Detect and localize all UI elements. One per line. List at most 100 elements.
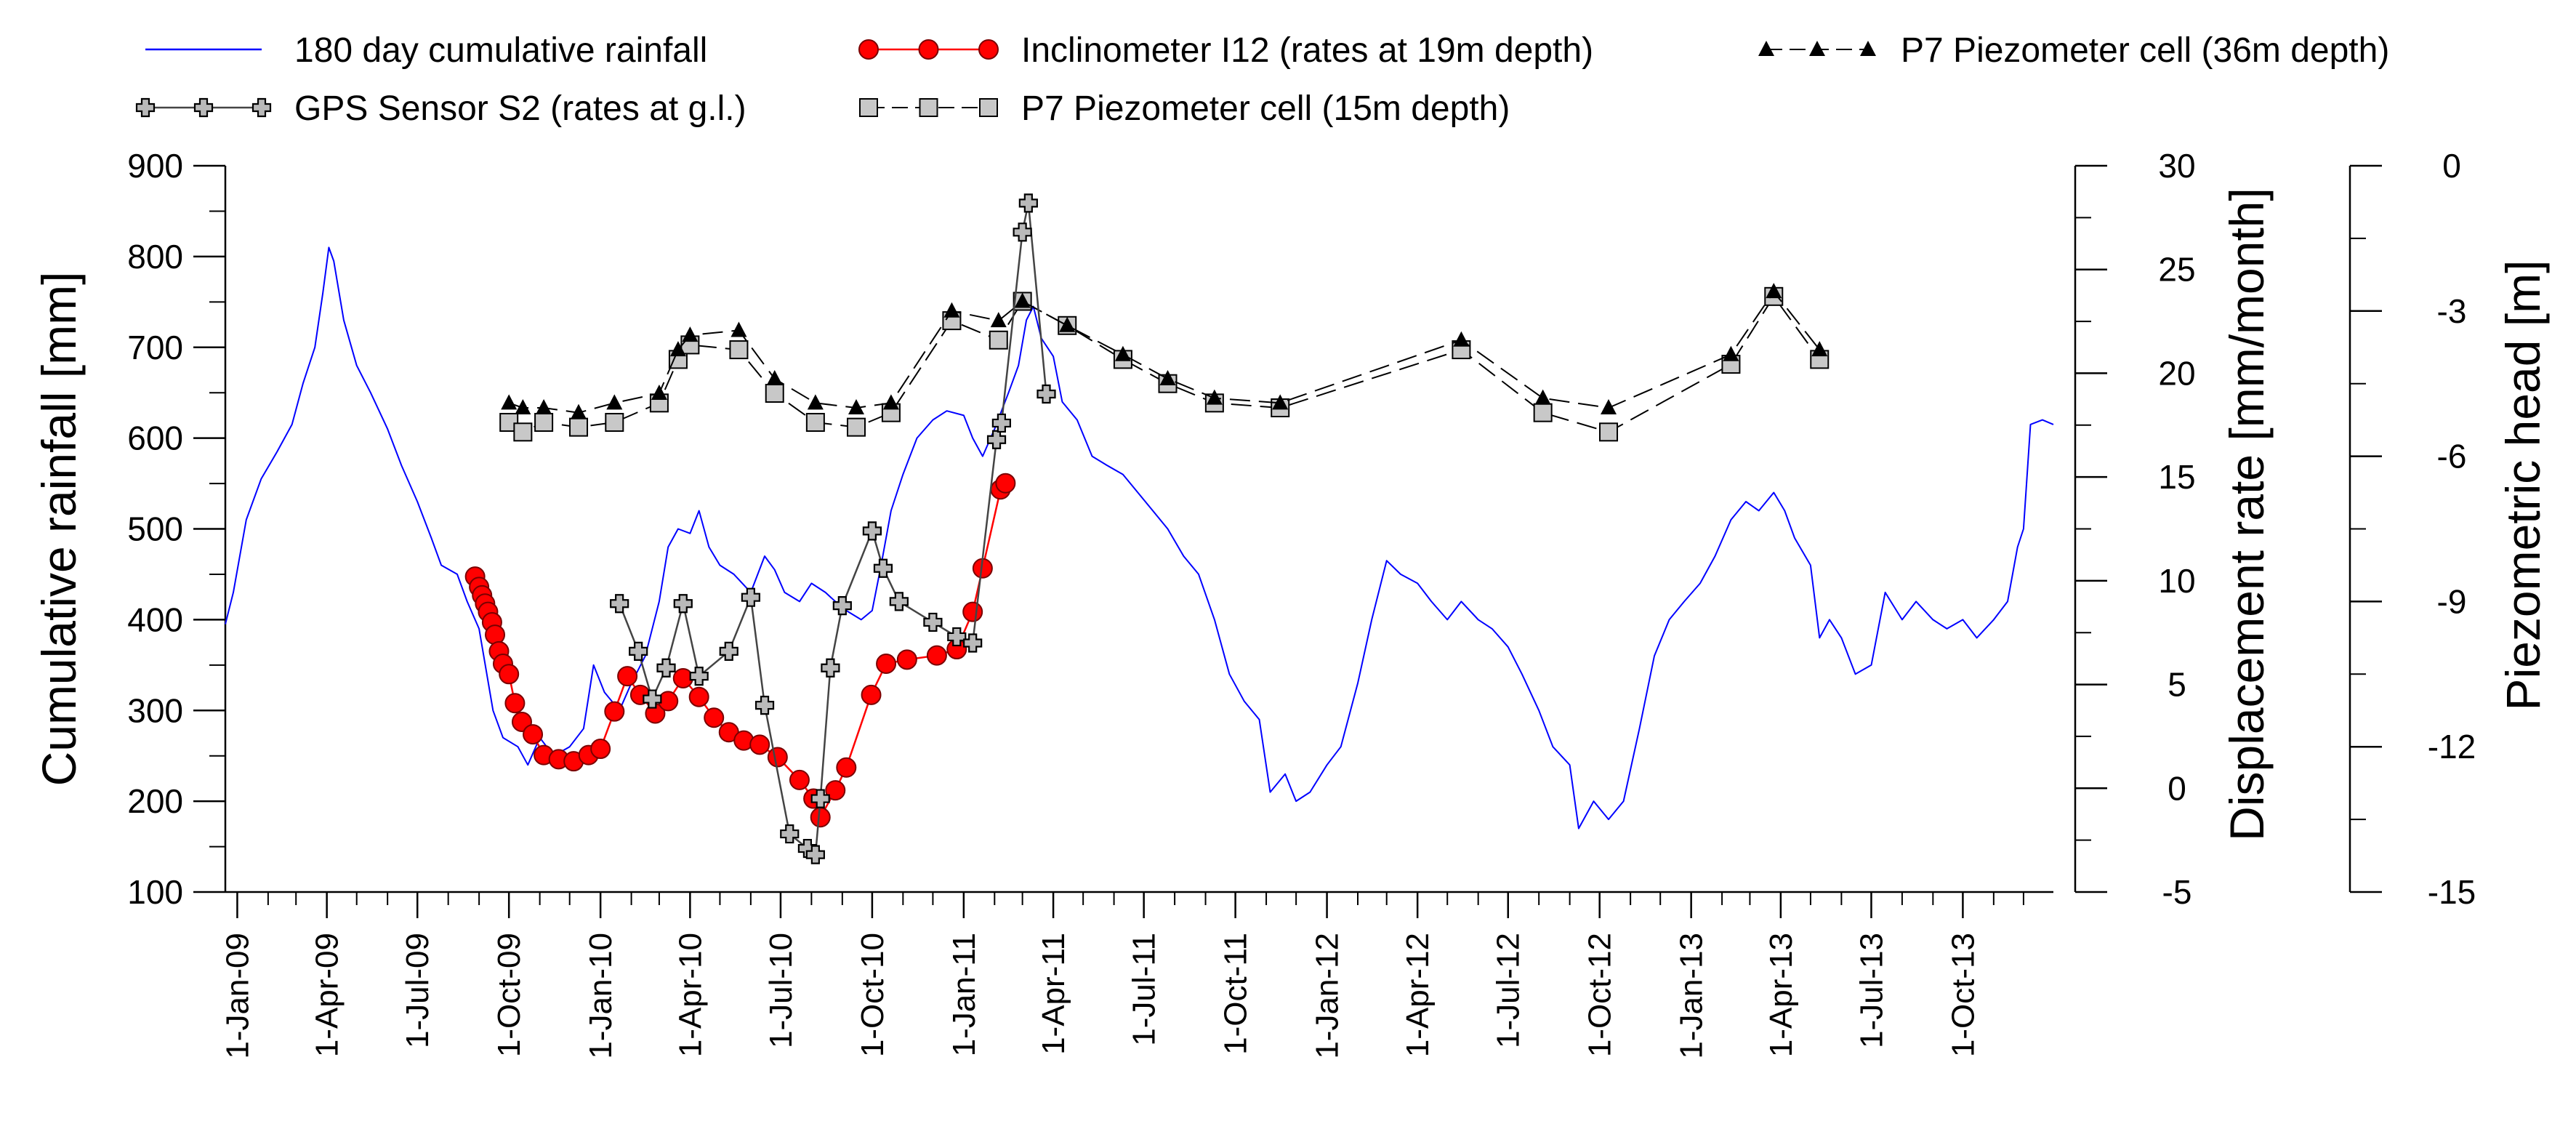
data-point-gps-shape <box>780 824 800 844</box>
data-point-incl <box>749 734 770 755</box>
data-point-p36 <box>501 394 518 410</box>
data-point-p15 <box>1533 403 1553 422</box>
series-p36 <box>501 283 1828 419</box>
y-tick-label: 5 <box>2168 666 2186 704</box>
series-line-gps <box>619 202 1047 856</box>
data-point-p36 <box>1114 345 1131 361</box>
data-point-p15 <box>846 417 866 437</box>
data-point-p15 <box>765 384 784 403</box>
y-tick-label: 200 <box>127 782 183 820</box>
x-tick-label: 1-Jan-09 <box>220 933 255 1059</box>
data-point-gps-shape <box>741 587 760 607</box>
data-point-p36 <box>669 341 686 357</box>
data-point-gps-shape <box>719 641 738 662</box>
data-point-p15 <box>1599 422 1619 442</box>
y-tick-label: -3 <box>2437 292 2467 330</box>
y-tick-label: 20 <box>2158 354 2195 392</box>
data-point-gps <box>1018 193 1038 213</box>
y-axis-left: 900 800 700 600 500 400 300 200 100 <box>127 147 227 911</box>
y-tick-label: 0 <box>2442 147 2461 185</box>
series-incl <box>464 473 1016 828</box>
data-point-gps <box>689 667 709 686</box>
legend-sample-incl <box>858 39 999 60</box>
data-point-gps-shape <box>1013 222 1032 242</box>
legend-label-p36: P7 Piezometer cell (36m depth) <box>1901 31 2389 70</box>
legend-marker-gps-shape <box>251 97 272 118</box>
x-tick-label: 1-Apr-13 <box>1763 933 1799 1057</box>
data-point-p36 <box>990 312 1007 328</box>
data-point-p15 <box>513 422 533 442</box>
data-point-incl <box>688 686 709 707</box>
legend-marker-p15 <box>919 98 938 117</box>
x-tick-label: 1-Oct-12 <box>1582 933 1618 1057</box>
data-point-gps-shape <box>862 521 882 541</box>
data-point-gps <box>754 696 775 715</box>
y-tick-label: 300 <box>127 691 183 729</box>
data-point-p36 <box>1453 331 1470 347</box>
data-point-gps <box>741 587 760 607</box>
data-point-p36 <box>1534 389 1551 405</box>
y-axis-right2: 0 -3 -6 -9 -12 -15 <box>2348 147 2476 911</box>
y-axis-right1: 30 25 20 15 10 5 0 -5 <box>2074 147 2196 911</box>
y-axis-title-right1: Displacement rate [mm/month] <box>2220 188 2274 841</box>
y-tick-label: 400 <box>127 600 183 638</box>
data-point-gps-shape <box>963 633 983 653</box>
legend-label-rain: 180 day cumulative rainfall <box>294 31 707 70</box>
x-tick-label: 1-Jul-11 <box>1127 933 1162 1046</box>
data-point-gps-shape <box>673 594 693 614</box>
legend: 180 day cumulative rainfall Inclinometer … <box>135 31 2389 128</box>
data-point-gps <box>643 689 662 709</box>
y-tick-label: -12 <box>2428 728 2476 766</box>
data-point-incl <box>995 473 1016 494</box>
legend-label-gps: GPS Sensor S2 (rates at g.l.) <box>294 89 746 128</box>
data-point-p36 <box>1059 316 1076 332</box>
series-rain <box>225 246 2054 829</box>
x-tick-label: 1-Jan-13 <box>1674 933 1710 1059</box>
data-point-incl <box>617 666 638 687</box>
data-point-gps <box>963 633 983 653</box>
data-point-p36 <box>730 321 747 337</box>
data-point-p36 <box>1601 399 1617 414</box>
x-tick-label: 1-Apr-09 <box>310 933 345 1057</box>
data-point-p36 <box>882 394 899 410</box>
legend-sample-p36 <box>1758 41 1876 56</box>
data-point-gps <box>832 596 852 616</box>
data-point-gps-shape <box>832 596 852 616</box>
legend-marker-gps-shape <box>135 97 156 118</box>
data-point-incl <box>704 707 725 728</box>
legend-marker-p15 <box>979 98 998 117</box>
data-point-p36 <box>943 302 960 318</box>
x-tick-label: 1-Apr-11 <box>1036 933 1071 1055</box>
data-point-gps-shape <box>629 641 648 662</box>
data-point-gps <box>719 641 738 662</box>
data-point-incl <box>485 624 506 646</box>
data-point-incl <box>896 649 917 670</box>
data-point-gps-shape <box>986 430 1007 449</box>
y-tick-label: 700 <box>127 329 183 366</box>
data-point-gps-shape <box>656 658 676 678</box>
x-tick-label: 1-Jan-11 <box>946 933 982 1056</box>
x-axis: 1-Jan-09 1-Apr-09 1-Jul-09 1-Oct-09 1-Jan-10… <box>220 891 2053 1059</box>
data-point-gps <box>821 658 840 678</box>
data-point-incl <box>861 684 882 705</box>
data-point-p15 <box>534 412 554 432</box>
series-p15 <box>499 286 1830 442</box>
y-tick-label: 100 <box>127 873 183 911</box>
x-tick-label: 1-Apr-12 <box>1400 933 1436 1057</box>
data-point-incl <box>767 747 788 768</box>
x-tick-label: 1-Jul-13 <box>1853 933 1889 1048</box>
axes: 900 800 700 600 500 400 300 200 100 30 25 20 15 10 5 0 -… <box>32 147 2550 1059</box>
legend-marker-gps <box>193 97 214 118</box>
data-point-p36 <box>515 399 531 414</box>
legend-marker-incl <box>978 39 999 60</box>
data-point-gps <box>873 558 893 578</box>
series-layer <box>225 193 2054 864</box>
data-point-p36 <box>682 326 699 342</box>
data-point-incl <box>789 769 810 790</box>
legend-marker-incl <box>918 39 939 60</box>
data-point-gps-shape <box>643 689 662 709</box>
x-tick-label: 1-Oct-11 <box>1218 933 1254 1055</box>
data-point-gps <box>1037 384 1056 404</box>
y-tick-label: -9 <box>2437 582 2467 620</box>
